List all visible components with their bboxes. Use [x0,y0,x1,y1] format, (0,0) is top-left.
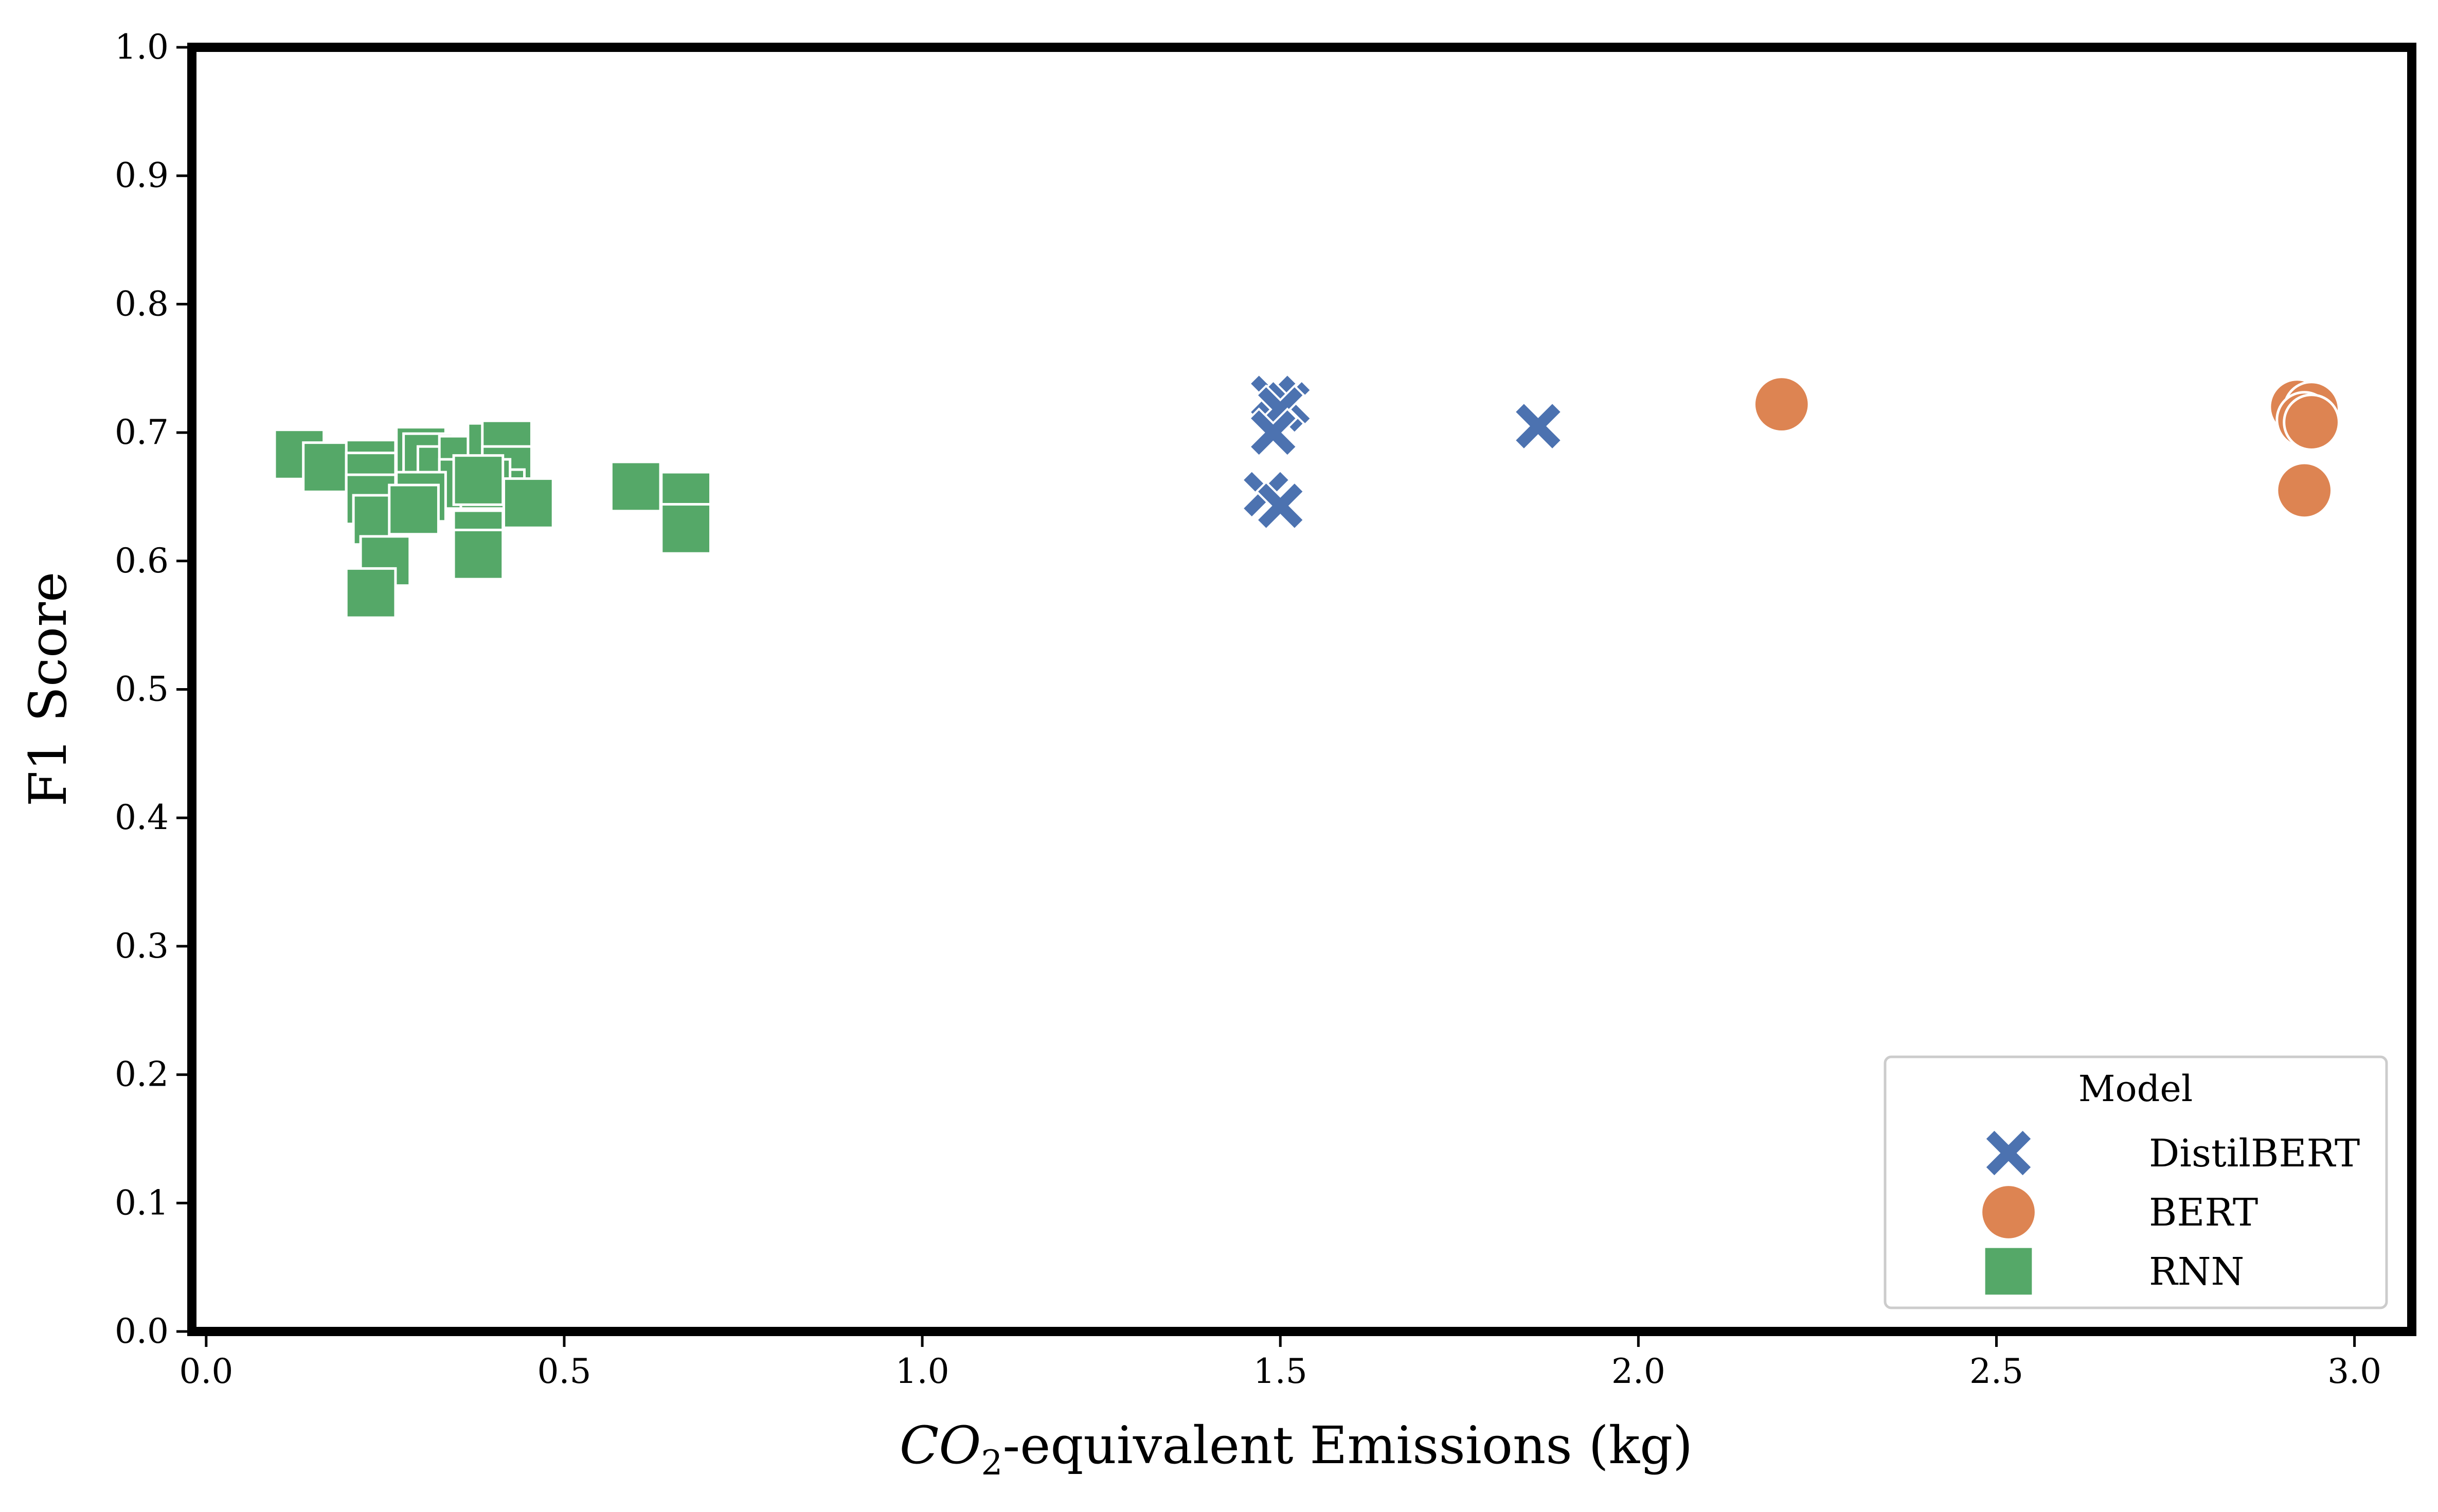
legend-items: DistilBERT BERT RNN [1980,1128,2360,1298]
series-distilbert [1241,372,1564,531]
x-tick-label-0: 0.0 [179,1352,233,1391]
rnn-point-20 [452,454,505,506]
rnn-point-14 [388,483,440,536]
x-tick-label-4: 2.0 [1611,1352,1665,1391]
plot-area [273,372,2340,619]
y-tick-label-4: 0.4 [115,798,169,837]
rnn-point-21 [503,477,554,529]
legend-marker-rnn [1982,1245,2035,1298]
y-tick-label-3: 0.3 [115,926,169,966]
series-bert [1752,375,2340,519]
y-tick-label-0: 0.0 [115,1311,169,1351]
rnn-point-23 [452,528,505,581]
legend-label-bert: BERT [2149,1191,2258,1235]
x-tick-label-1: 0.5 [537,1352,591,1391]
rnn-point-7 [345,567,397,619]
legend-label-rnn: RNN [2149,1250,2244,1294]
y-tick-label-8: 0.8 [115,284,169,323]
bert-point-0 [1752,375,1810,434]
distilbert-point-6 [1255,480,1306,531]
distilbert-point-3 [1248,407,1299,458]
plot-frame [187,43,2416,1336]
legend-label-distilbert: DistilBERT [2149,1131,2360,1176]
legend-box [1884,1055,2388,1309]
x-tick-label-5: 2.5 [1969,1352,2023,1391]
y-tick-label-1: 0.1 [115,1183,169,1222]
legend-marker-distilbert [1983,1128,2034,1178]
legend-marker-bert [1980,1183,2037,1241]
series-rnn [273,419,712,619]
y-tick-label-5: 0.5 [115,670,169,709]
y-tick-label-6: 0.6 [115,541,169,581]
y-axis-title: F1 Score [18,572,78,807]
y-tick-label-10: 1.0 [115,27,169,67]
x-axis-title: CO2-equivalent Emissions (kg) [900,1415,1693,1483]
x-tick-label-6: 3.0 [2327,1352,2381,1391]
axes: 0.0 0.5 1.0 1.5 2.0 2.5 3.0 0.0 0.1 0.2 0.3 0.4 0.5 0… [115,27,2381,1391]
x-tick-label-2: 1.0 [895,1352,949,1391]
rnn-point-26 [660,503,712,555]
y-tick-label-9: 0.9 [115,156,169,195]
rnn-point-24 [610,460,662,513]
bert-point-5 [2275,461,2334,519]
legend-title: Model [2078,1068,2193,1110]
y-tick-label-7: 0.7 [115,412,169,452]
x-tick-label-3: 1.5 [1253,1352,1307,1391]
legend: Model DistilBERT BERT RNN [1884,1055,2388,1309]
y-tick-label-2: 0.2 [115,1055,169,1094]
bert-point-4 [2283,393,2340,451]
distilbert-point-4 [1513,401,1564,452]
